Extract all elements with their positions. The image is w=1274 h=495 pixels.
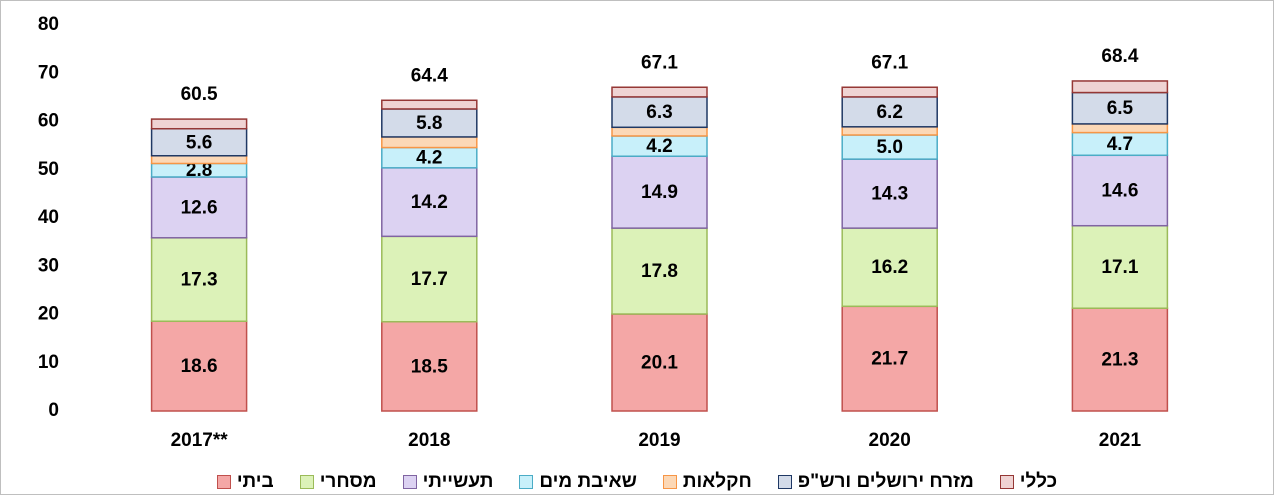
y-tick-label: 30 [38,255,59,276]
legend-item: כללי [999,471,1058,493]
value-label: 5.8 [416,113,442,134]
value-label: 6.3 [646,102,672,123]
bar-segment [611,313,708,412]
value-label: 14.3 [871,184,908,205]
bar-segment [1071,123,1169,134]
value-label: 5.0 [876,137,902,158]
legend-item: ביתי [216,471,274,493]
value-label: 17.1 [1101,257,1138,278]
bar-segment [841,96,938,128]
value-label: 5.6 [186,132,212,153]
x-tick-label: 2020 [869,430,911,451]
bar-segment [841,227,938,308]
legend-item: מזרח ירושלים ורש"פ [777,471,974,493]
legend-label: תעשייתי [422,471,494,492]
value-label: 6.5 [1107,98,1134,119]
bar-segment [841,158,938,229]
bar-segment [841,86,938,98]
legend-swatch [216,475,231,489]
total-label: 68.4 [1101,46,1138,67]
y-tick-label: 20 [38,304,59,325]
bar-segment [1071,307,1169,412]
value-label: 4.2 [646,136,672,157]
bar-segment [381,99,478,110]
legend-swatch [299,475,314,489]
value-label: 18.5 [411,356,448,377]
total-label: 67.1 [641,52,678,73]
x-tick-label: 2019 [638,430,680,451]
bar-segment [150,155,248,165]
value-label: 4.7 [1107,134,1133,155]
legend-swatch [999,475,1014,489]
bar-segment [611,155,708,229]
legend-label: חקלאות [682,471,752,492]
bar-segment [381,108,478,138]
value-label: 6.2 [876,102,902,123]
y-tick-label: 60 [38,111,59,132]
y-tick-label: 0 [48,400,59,421]
value-label: 14.2 [411,192,448,213]
value-label: 14.6 [1101,181,1138,202]
x-tick-label: 2021 [1099,430,1142,451]
legend-item: מסחרי [299,471,377,493]
total-label: 64.4 [411,65,448,86]
bar-segment [1071,224,1169,309]
value-label: 14.9 [641,182,678,203]
legend-item: תעשייתי [402,471,494,493]
bar-segment [150,237,248,323]
bar-segment [1071,80,1169,94]
y-tick-label: 70 [38,62,59,83]
legend-label: ביתי [236,471,274,492]
value-label: 17.3 [181,270,218,291]
bar-segment [381,320,478,412]
chart: 0 10 20 30 40 50 60 70 80 18.6 17.3 12.6 2.8 5.6 60.5 2… [38,14,1169,451]
total-label: 67.1 [871,52,908,73]
value-label: 21.7 [871,349,908,370]
total-label: 60.5 [181,84,218,105]
bar-segment [611,86,708,98]
legend-swatch [777,475,792,489]
value-label: 20.1 [641,353,678,374]
y-tick-label: 50 [38,159,59,180]
legend-item: שאיבת מים [519,471,637,493]
legend-item: חקלאות [662,471,752,493]
value-label: 17.8 [641,261,678,282]
value-label: 4.2 [416,148,442,169]
bar-segment [381,235,478,323]
value-label: 2.8 [186,160,212,181]
bar-segment [1071,91,1169,125]
bar-segment [381,167,478,238]
legend-label: כללי [1019,471,1058,492]
bar-segment [150,320,248,412]
bar-segment [611,126,708,137]
value-label: 18.6 [181,356,218,377]
legend-label: מזרח ירושלים ורש"פ [797,471,974,492]
legend: ביתי מסחרי תעשייתי שאיבת מים חקלאות מזרח ירוש… [1,471,1273,493]
bar-segment [381,136,478,149]
value-label: 21.3 [1101,350,1138,371]
value-label: 12.6 [181,197,218,218]
bar-segment [150,118,248,130]
legend-label: מסחרי [319,471,377,492]
bar-segment [841,134,938,160]
legend-swatch [402,475,417,489]
bar-segment [611,96,708,129]
x-tick-label: 2017** [171,430,229,451]
value-label: 17.7 [411,269,448,290]
bar-segment [1071,154,1169,227]
legend-swatch [662,475,677,489]
bar-segment [841,305,938,412]
value-label: 16.2 [871,257,908,278]
y-tick-label: 10 [38,352,59,373]
legend-label: שאיבת מים [539,471,637,492]
x-tick-label: 2018 [408,430,450,451]
legend-swatch [519,475,534,489]
bar-segment [841,126,938,136]
y-tick-label: 40 [38,207,59,228]
y-tick-label: 80 [38,14,59,35]
